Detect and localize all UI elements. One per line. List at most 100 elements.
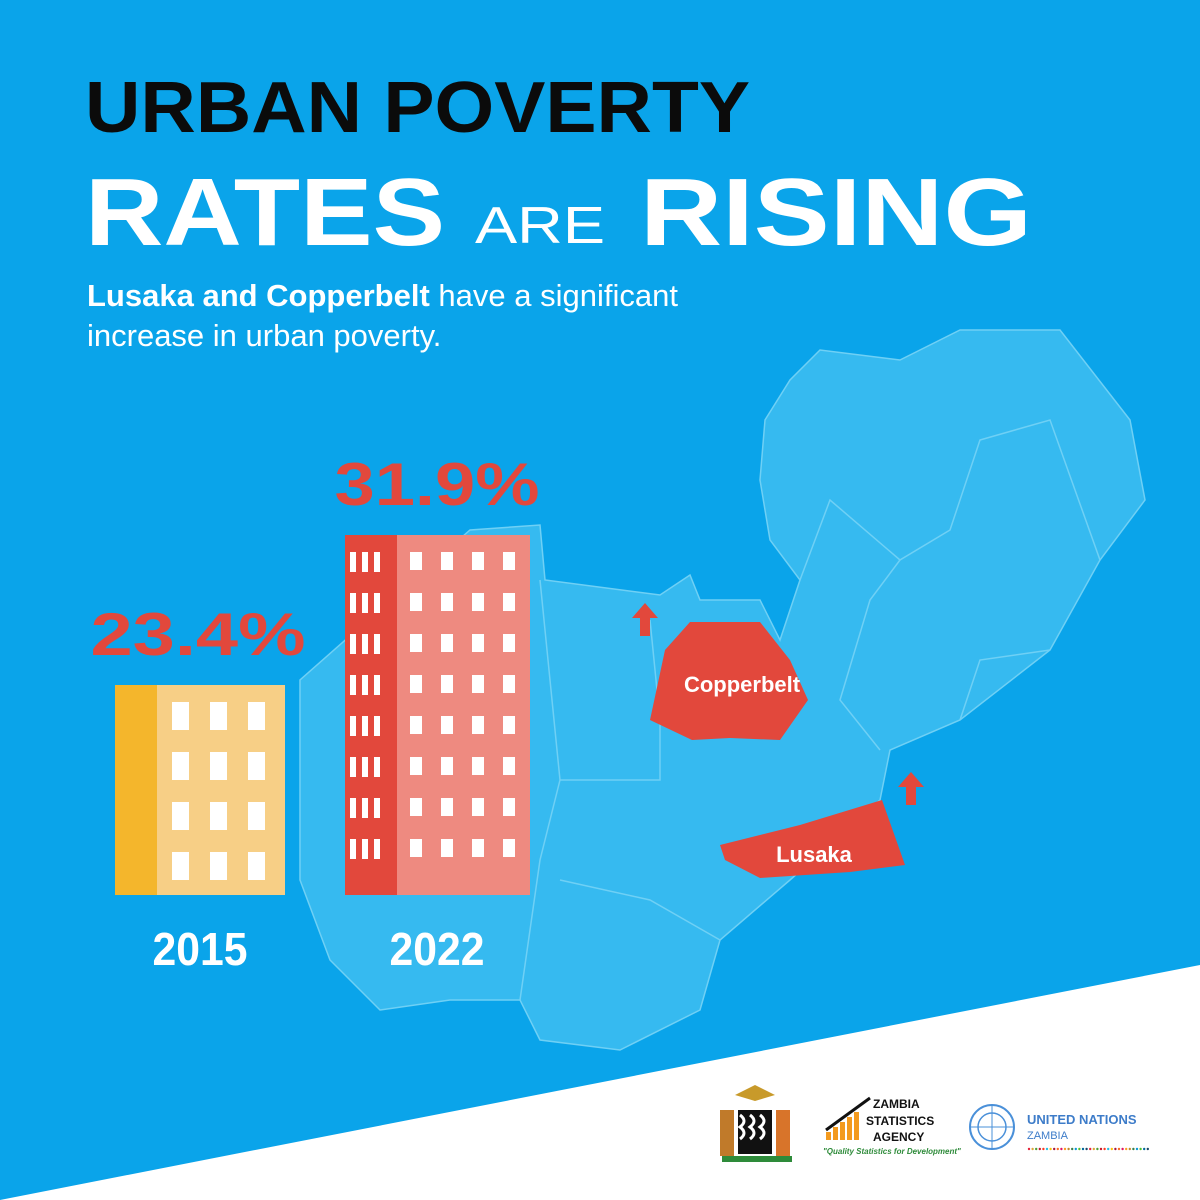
dot <box>1085 1147 1088 1151</box>
dot <box>1060 1147 1063 1151</box>
window <box>503 716 515 734</box>
window <box>441 552 453 570</box>
window <box>374 634 380 654</box>
window <box>172 802 189 830</box>
dot <box>1121 1147 1124 1151</box>
logo-text: AGENCY <box>873 1130 924 1144</box>
dot <box>1063 1147 1067 1151</box>
window <box>374 716 380 736</box>
window <box>472 798 484 816</box>
dot <box>1074 1147 1078 1151</box>
title-word: ARE <box>475 197 605 255</box>
dot <box>1125 1147 1128 1151</box>
window <box>503 634 515 652</box>
window <box>472 757 484 775</box>
window <box>472 593 484 611</box>
window <box>441 716 453 734</box>
map-borders <box>519 419 1101 1001</box>
title-word: RATES <box>85 159 445 266</box>
window <box>350 675 356 695</box>
stat-year: 2022 <box>390 923 485 975</box>
subtitle: Lusaka and Copperbelt have a significant <box>87 278 678 313</box>
window <box>362 634 368 654</box>
window <box>350 757 356 777</box>
title-line1: URBAN POVERTY <box>85 68 750 148</box>
dot <box>1056 1147 1060 1151</box>
window <box>374 552 380 572</box>
window <box>362 798 368 818</box>
building-2022 <box>345 535 530 895</box>
building-2015 <box>115 685 285 895</box>
dot <box>1042 1147 1045 1151</box>
window <box>362 716 368 736</box>
window <box>410 552 422 570</box>
arrow-up <box>898 772 924 805</box>
window <box>472 675 484 693</box>
window <box>362 552 368 572</box>
dot <box>1132 1147 1135 1151</box>
window <box>362 593 368 613</box>
title-word: RISING <box>640 159 1032 266</box>
logo-text: STATISTICS <box>866 1114 934 1128</box>
dot <box>1071 1147 1074 1151</box>
arrow-up <box>632 603 658 636</box>
logo-text: ZAMBIA <box>873 1097 920 1111</box>
window <box>248 852 265 880</box>
window <box>503 593 515 611</box>
window <box>362 675 368 695</box>
region-label: Lusaka <box>776 842 853 867</box>
dot <box>1099 1147 1103 1151</box>
dot <box>1135 1147 1139 1151</box>
dot <box>1146 1147 1150 1151</box>
window <box>350 593 356 613</box>
white-corner <box>0 965 1200 1200</box>
window <box>503 757 515 775</box>
copperbelt-region <box>650 622 808 740</box>
window <box>441 798 453 816</box>
window <box>472 839 484 857</box>
window <box>210 702 227 730</box>
window <box>503 798 515 816</box>
logo-text: UNITED NATIONS <box>1027 1112 1137 1127</box>
dot <box>1053 1147 1056 1151</box>
window <box>350 716 356 736</box>
subtitle-bold: Lusaka and Copperbelt <box>87 278 430 313</box>
dot <box>1110 1147 1114 1151</box>
dot <box>1089 1147 1092 1151</box>
logo-text: ZAMBIA <box>1027 1130 1069 1142</box>
coat-of-arms <box>720 1085 792 1162</box>
window <box>410 593 422 611</box>
dot <box>1031 1147 1034 1151</box>
lusaka-region <box>720 800 905 878</box>
dot <box>1081 1147 1085 1151</box>
window <box>374 675 380 695</box>
dot <box>1143 1147 1146 1151</box>
window <box>441 634 453 652</box>
window <box>172 702 189 730</box>
window <box>248 752 265 780</box>
window <box>374 593 380 613</box>
dot <box>1107 1147 1110 1151</box>
window <box>503 839 515 857</box>
window <box>350 634 356 654</box>
dot <box>1038 1147 1042 1151</box>
window <box>410 716 422 734</box>
stat-year: 2015 <box>153 923 248 975</box>
window <box>350 552 356 572</box>
window <box>410 798 422 816</box>
stat-value: 23.4% <box>91 601 306 668</box>
dot <box>1092 1147 1096 1151</box>
window <box>210 852 227 880</box>
dot <box>1117 1147 1121 1151</box>
window <box>374 757 380 777</box>
dot <box>1103 1147 1106 1151</box>
region-label: Copperbelt <box>684 672 801 697</box>
un-logo: UNITED NATIONS ZAMBIA <box>969 1104 1150 1151</box>
window <box>374 839 380 859</box>
window <box>362 839 368 859</box>
dot <box>1114 1147 1117 1151</box>
window <box>441 757 453 775</box>
window <box>441 675 453 693</box>
dot <box>1027 1147 1031 1151</box>
